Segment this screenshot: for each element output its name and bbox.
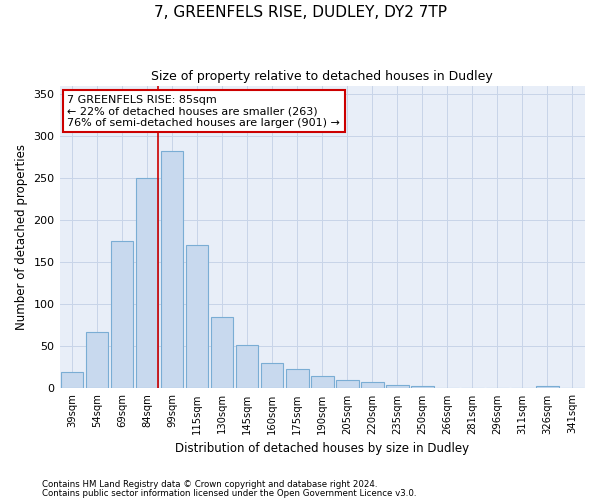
Bar bbox=[261, 363, 283, 388]
X-axis label: Distribution of detached houses by size in Dudley: Distribution of detached houses by size … bbox=[175, 442, 469, 455]
Bar bbox=[186, 246, 208, 388]
Bar bbox=[211, 317, 233, 388]
Bar bbox=[286, 369, 308, 388]
Bar bbox=[136, 178, 158, 388]
Text: 7 GREENFELS RISE: 85sqm
← 22% of detached houses are smaller (263)
76% of semi-d: 7 GREENFELS RISE: 85sqm ← 22% of detache… bbox=[67, 94, 340, 128]
Bar bbox=[111, 241, 133, 388]
Text: Contains public sector information licensed under the Open Government Licence v3: Contains public sector information licen… bbox=[42, 488, 416, 498]
Bar bbox=[361, 382, 383, 388]
Bar bbox=[236, 344, 259, 389]
Bar bbox=[161, 151, 184, 388]
Text: 7, GREENFELS RISE, DUDLEY, DY2 7TP: 7, GREENFELS RISE, DUDLEY, DY2 7TP bbox=[154, 5, 446, 20]
Bar bbox=[536, 386, 559, 388]
Bar bbox=[311, 376, 334, 388]
Bar bbox=[86, 332, 109, 388]
Text: Contains HM Land Registry data © Crown copyright and database right 2024.: Contains HM Land Registry data © Crown c… bbox=[42, 480, 377, 489]
Bar bbox=[411, 386, 434, 388]
Bar bbox=[336, 380, 359, 388]
Y-axis label: Number of detached properties: Number of detached properties bbox=[15, 144, 28, 330]
Bar bbox=[61, 372, 83, 388]
Bar bbox=[386, 385, 409, 388]
Title: Size of property relative to detached houses in Dudley: Size of property relative to detached ho… bbox=[151, 70, 493, 83]
